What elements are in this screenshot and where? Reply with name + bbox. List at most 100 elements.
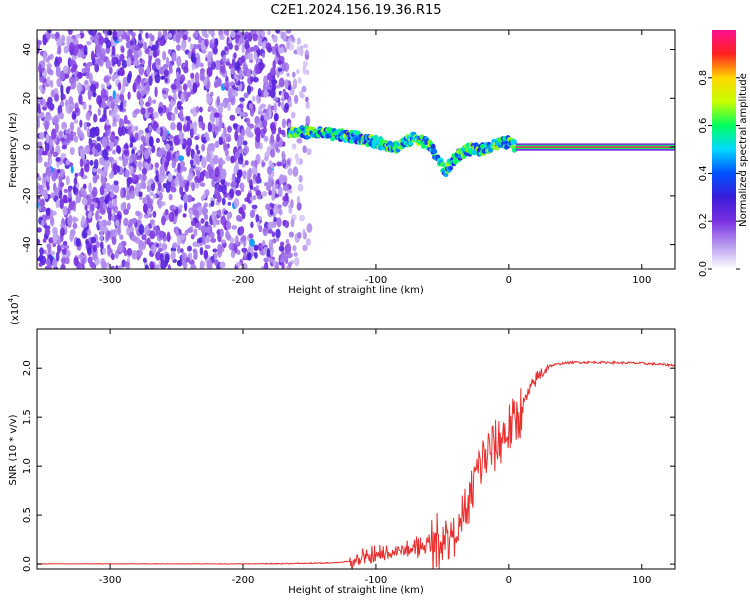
spectrogram-cell	[275, 180, 280, 185]
spectrogram-cell	[272, 259, 277, 267]
spectrogram-cell	[276, 161, 283, 167]
spectrogram-cell	[146, 185, 152, 193]
spectrogram-cell	[88, 72, 93, 84]
spectrogram-cell	[156, 58, 161, 66]
colorbar-label: Normalized spectral amplitude	[738, 73, 749, 227]
spectrogram-cell	[207, 121, 212, 133]
spectrogram-cell	[244, 160, 249, 166]
spectrogram-cell	[241, 128, 246, 137]
spectrogram-cell	[302, 244, 308, 252]
spectrogram-cell	[299, 214, 306, 222]
spectrogram-cell	[138, 160, 143, 172]
spectrogram-cell	[80, 167, 84, 178]
spectrogram-cell	[195, 106, 200, 113]
spectrogram-cell	[194, 63, 199, 69]
spectrogram-cell	[126, 226, 130, 236]
y-tick-label: 1.5	[22, 409, 33, 425]
spectrogram-cell	[210, 237, 217, 243]
spectrogram-cell	[114, 93, 121, 104]
spectrogram-cell	[296, 69, 300, 75]
x-tick-label: -300	[99, 275, 122, 286]
spectrogram-cell	[296, 45, 300, 56]
spectrogram-cell	[39, 76, 45, 83]
spectrogram-cell	[155, 169, 159, 179]
spectrogram-cell	[284, 79, 289, 90]
spectrogram-cell	[100, 48, 106, 59]
spectrogram-cell	[253, 44, 259, 51]
spectrogram-cell	[284, 102, 289, 111]
spectrogram-cell	[283, 46, 287, 53]
spectrogram-cell	[163, 68, 169, 78]
spectrogram-cell	[186, 121, 191, 132]
spectrogram-cell	[214, 259, 219, 266]
spectrogram-cell	[139, 97, 144, 108]
spectrogram-cell	[199, 182, 206, 187]
spectrogram-cell	[105, 182, 111, 193]
spectrogram-cell	[37, 197, 40, 204]
spectrogram-cell	[187, 227, 194, 233]
spectrogram-cell	[230, 155, 235, 164]
spectrogram-cell	[74, 107, 80, 114]
spectrogram-cell	[271, 186, 276, 197]
spectrogram-cell	[45, 115, 50, 121]
spectrogram-cell	[105, 145, 111, 151]
spectrogram-cell	[159, 253, 164, 263]
x-tick-label: 100	[632, 275, 651, 286]
spectrogram-cell	[112, 199, 118, 208]
y-tick-label: -20	[22, 188, 33, 204]
spectrogram-cell	[245, 48, 251, 53]
spectrogram-cell	[155, 40, 159, 50]
spectrogram-cell	[305, 54, 309, 60]
spectrogram-cell	[237, 80, 241, 86]
spectrogram-cell	[103, 76, 110, 84]
spectrogram-cell	[263, 89, 268, 99]
spectrogram-cell	[240, 234, 247, 242]
spectrogram-cell	[146, 197, 152, 209]
spectrogram-cell	[63, 188, 69, 194]
signal-cell	[355, 130, 361, 136]
spectrogram-cell	[255, 214, 260, 223]
spectrogram-cell	[218, 136, 223, 146]
spectrogram-cell	[44, 142, 50, 152]
spectrogram-cell	[183, 30, 189, 36]
spectrogram-cell	[204, 244, 211, 250]
spectrogram-cell	[249, 76, 254, 83]
spectrogram-cell	[103, 162, 109, 173]
spectrogram-cell	[118, 30, 125, 36]
spectrogram-cell	[275, 84, 281, 89]
spectrogram-cell	[38, 149, 44, 156]
spectrogram-cell	[70, 165, 74, 174]
spectrogram-cell	[89, 35, 95, 42]
spectrogram-cell	[209, 91, 214, 97]
spectrogram-cell	[201, 156, 207, 168]
spectrogram-cell	[76, 82, 82, 93]
spectrogram-cell	[55, 251, 60, 262]
snr-x-label: Height of straight line (km)	[288, 585, 424, 596]
spectrogram-cell	[73, 177, 78, 186]
spectrogram-cell	[100, 88, 107, 99]
spectrogram-cell	[247, 52, 254, 61]
spectrogram-cell	[142, 197, 147, 205]
spectrogram-cell	[250, 160, 256, 167]
spectrogram-cell	[170, 250, 176, 261]
spectrogram-cell	[226, 212, 231, 222]
spectrogram-cell	[144, 225, 151, 237]
spectrogram-cell	[62, 206, 68, 216]
spectrogram-cell	[211, 211, 216, 221]
spectrogram-cell	[149, 219, 155, 225]
spectrogram-cell	[55, 31, 60, 39]
spectrogram-cell	[84, 145, 91, 154]
snr-y-label: SNR (10 * v/v)	[8, 414, 19, 485]
spectrogram-cell	[305, 101, 310, 109]
spectrogram-cell	[51, 210, 57, 216]
spectrogram-cell	[138, 224, 145, 235]
spectrogram-cell	[61, 257, 66, 265]
spectrogram-cell	[278, 208, 283, 216]
spectrogram-cell	[131, 125, 136, 133]
spectrogram-cell	[67, 190, 72, 199]
spectrogram-cell	[122, 157, 128, 167]
spectrogram-cell	[194, 176, 199, 184]
spectrogram-cell	[239, 152, 244, 161]
spectrogram-cell	[51, 128, 57, 140]
spectrogram-cell	[67, 215, 73, 226]
